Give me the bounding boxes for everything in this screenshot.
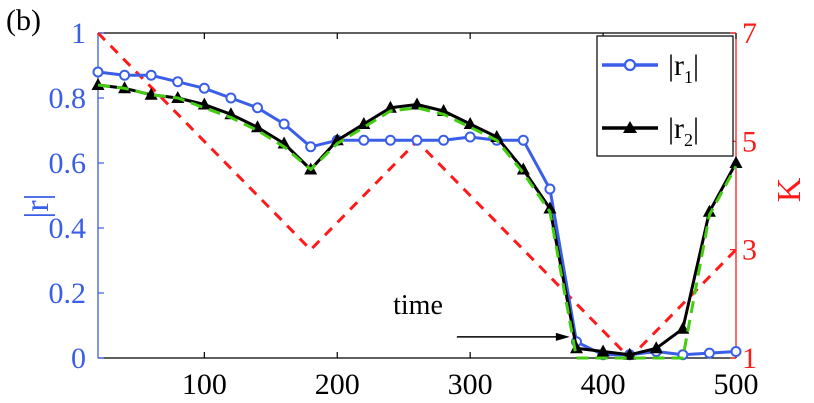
panel-label: (b) [6, 4, 41, 37]
legend-marker-r2 [623, 121, 637, 133]
legend: |r1| |r2| [596, 35, 734, 157]
point-r2 [702, 204, 716, 217]
point-r2 [410, 97, 424, 110]
right-tick-label: 1 [742, 342, 757, 375]
point-r1 [172, 76, 184, 88]
point-r1 [358, 134, 370, 146]
x-tick-label: 300 [448, 368, 493, 401]
point-r1 [145, 69, 157, 81]
legend-marker-r1 [623, 58, 637, 72]
point-r1 [305, 141, 317, 153]
left-tick-label: 0.6 [49, 147, 87, 180]
point-r2 [570, 341, 583, 354]
right-tick-label: 3 [742, 234, 757, 267]
time-annotation: time [393, 290, 443, 321]
x-axis-ticks: 100 200 300 400 500 [182, 33, 759, 401]
point-r1 [517, 134, 529, 146]
point-r2 [91, 78, 105, 90]
left-tick-label: 0 [71, 342, 86, 375]
point-r1 [225, 92, 237, 104]
point-r2 [649, 341, 663, 354]
point-r1 [252, 102, 263, 114]
right-axis-ticks: 1 3 5 7 [730, 17, 757, 375]
point-r1 [464, 131, 476, 143]
legend-box [596, 35, 734, 157]
left-tick-label: 1 [71, 17, 86, 50]
point-r1 [730, 346, 742, 357]
point-r2 [676, 321, 690, 334]
point-r2 [516, 162, 530, 175]
point-r1 [544, 183, 556, 195]
time-arrowhead [555, 332, 570, 341]
x-tick-label: 100 [182, 368, 227, 401]
left-tick-label: 0.8 [49, 82, 87, 115]
point-r1 [92, 66, 104, 78]
point-r1 [119, 69, 131, 81]
point-r1 [703, 347, 715, 359]
point-r1 [411, 134, 423, 146]
right-axis-label: K [771, 177, 808, 202]
right-tick-label: 5 [742, 125, 757, 158]
legend-label-r1: |r1| [668, 49, 699, 87]
point-r2 [144, 87, 158, 100]
x-tick-label: 500 [714, 368, 759, 401]
point-r1 [198, 82, 210, 94]
legend-label-r2: |r2| [668, 112, 699, 150]
point-r2 [383, 100, 397, 113]
point-r1 [278, 118, 290, 130]
left-axis-label: |r| [19, 194, 56, 219]
left-axis-ticks: 0 0.2 0.4 0.6 0.8 1 [49, 17, 104, 375]
point-r2 [543, 201, 557, 214]
point-r1 [384, 134, 396, 146]
left-tick-label: 0.4 [49, 212, 87, 245]
series-layer [91, 31, 743, 361]
x-tick-label: 200 [315, 368, 360, 401]
point-r2 [596, 344, 610, 357]
point-r2 [463, 117, 477, 129]
point-r1 [438, 134, 450, 146]
point-r2 [729, 156, 743, 168]
left-tick-label: 0.2 [49, 277, 87, 310]
right-tick-label: 7 [742, 17, 757, 50]
x-tick-label: 400 [581, 368, 626, 401]
